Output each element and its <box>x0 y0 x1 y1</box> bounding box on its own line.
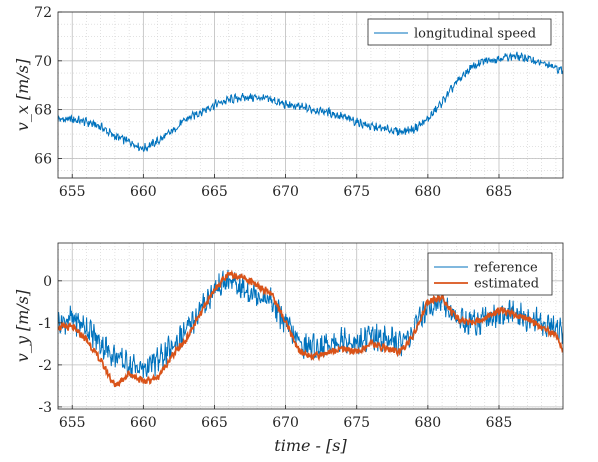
x-tick-label: 680 <box>414 184 441 200</box>
speed-panel: 655 660 665 670 675 680 685 66 68 70 72 v_x [m/s] lo… <box>13 5 564 200</box>
lateral-velocity-panel: 655 660 665 670 675 680 685 -3 -2 -1 0 v_y [m/s] tim… <box>13 242 564 455</box>
y-tick-label: 66 <box>34 151 52 167</box>
x-tick-label: 665 <box>201 184 228 200</box>
x-tick-label: 685 <box>486 415 513 431</box>
y-tick-label: -1 <box>38 316 52 332</box>
x-tick-label: 660 <box>130 415 157 431</box>
axes-box <box>57 11 564 179</box>
y-tick-label: 70 <box>34 54 52 70</box>
x-tick-label: 655 <box>59 415 86 431</box>
y-tick-label: -2 <box>38 358 52 374</box>
x-tick-label: 665 <box>201 415 228 431</box>
x-tick-label: 670 <box>272 415 299 431</box>
y-tick-label: 68 <box>34 103 52 119</box>
legend-label-estimated: estimated <box>474 277 539 292</box>
y-tick-label: 72 <box>34 5 52 21</box>
y-axis-label: v_y [m/s] <box>13 289 32 362</box>
series-line-estimated <box>58 269 563 387</box>
y-tick-label: 0 <box>43 274 52 290</box>
x-tick-label: 675 <box>343 184 370 200</box>
x-tick-label: 685 <box>486 184 513 200</box>
x-tick-label: 660 <box>130 184 157 200</box>
legend-label-reference: reference <box>474 261 538 276</box>
y-axis-label: v_x [m/s] <box>13 58 32 131</box>
legend-box <box>367 18 552 46</box>
x-axis-label: time - [s] <box>274 436 347 455</box>
x-tick-label: 670 <box>272 184 299 200</box>
legend-box <box>427 252 553 296</box>
x-tick-label: 655 <box>59 184 86 200</box>
series-line-reference <box>58 269 563 378</box>
legend-label-longitudinal-speed: longitudinal speed <box>414 27 536 42</box>
series-line-longitudinal-speed <box>58 51 563 153</box>
y-tick-label: -3 <box>38 400 52 416</box>
axes-box <box>57 242 564 410</box>
x-tick-label: 675 <box>343 415 370 431</box>
x-tick-label: 680 <box>414 415 441 431</box>
